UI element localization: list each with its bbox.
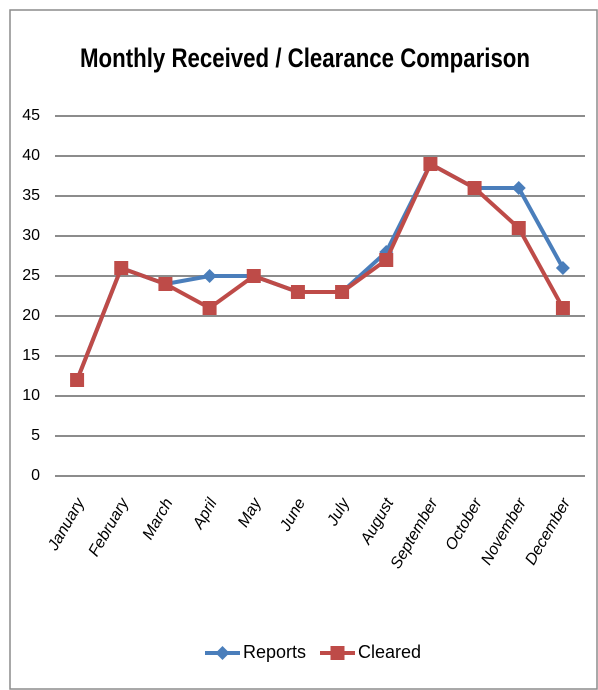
marker xyxy=(511,181,526,195)
y-tick-label: 10 xyxy=(22,387,40,404)
y-tick-label: 0 xyxy=(31,467,40,484)
marker xyxy=(202,269,217,283)
y-tick-label: 45 xyxy=(22,107,40,124)
marker xyxy=(555,301,570,315)
chart-title: Monthly Received / Clearance Comparison xyxy=(80,43,530,73)
y-tick-label: 35 xyxy=(22,187,40,204)
marker xyxy=(70,373,85,387)
marker xyxy=(202,301,217,315)
marker xyxy=(467,181,482,195)
marker xyxy=(114,261,129,275)
y-tick-label: 5 xyxy=(31,427,40,444)
marker xyxy=(335,285,350,299)
legend-label: Reports xyxy=(243,642,306,662)
y-tick-label: 25 xyxy=(22,267,40,284)
marker xyxy=(215,646,230,660)
marker xyxy=(423,157,438,171)
legend-label: Cleared xyxy=(358,642,421,662)
marker xyxy=(246,269,261,283)
marker xyxy=(555,261,570,275)
marker xyxy=(158,277,173,291)
marker xyxy=(290,285,305,299)
y-tick-label: 40 xyxy=(22,147,40,164)
marker xyxy=(511,221,526,235)
series-line xyxy=(75,162,565,381)
y-tick-label: 30 xyxy=(22,227,40,244)
chart-frame xyxy=(9,9,598,690)
marker xyxy=(379,253,394,267)
marker xyxy=(330,646,345,660)
y-tick-label: 15 xyxy=(22,347,40,364)
y-tick-label: 20 xyxy=(22,307,40,324)
